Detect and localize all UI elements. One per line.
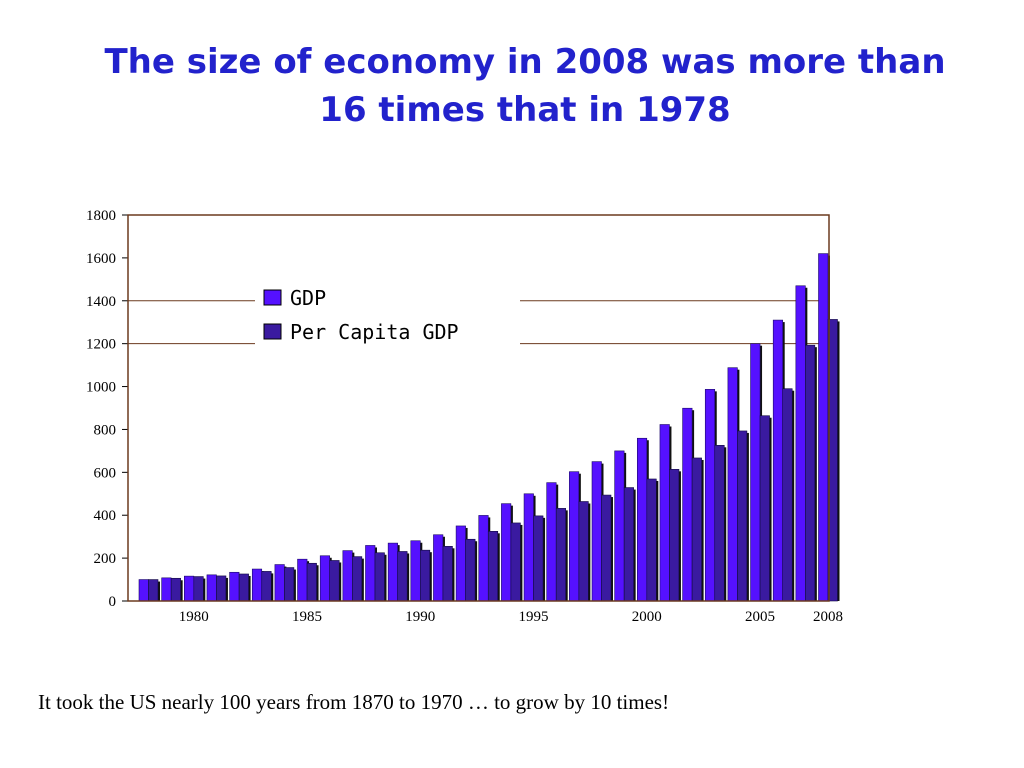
bar-per-capita-gdp — [374, 552, 385, 602]
legend-label: Per Capita GDP — [290, 320, 459, 344]
bar-per-capita-gdp — [329, 560, 340, 602]
bar-per-capita-gdp — [533, 515, 544, 602]
bar-gdp — [365, 545, 376, 602]
bar-gdp — [523, 493, 534, 602]
bar-gdp — [682, 407, 693, 602]
y-tick-label: 600 — [94, 465, 117, 481]
bar-gdp — [206, 574, 217, 602]
bar-per-capita-gdp — [306, 562, 317, 602]
slide-title-line-2: 16 times that in 1978 — [319, 90, 731, 130]
y-tick-label: 1400 — [86, 294, 116, 310]
bar-gdp — [455, 525, 466, 602]
bar-per-capita-gdp — [578, 501, 589, 602]
bar-gdp — [387, 542, 398, 602]
bar-gdp — [591, 461, 602, 602]
x-tick-label: 1990 — [405, 609, 435, 625]
x-tick-label: 2000 — [632, 609, 662, 625]
bar-gdp — [636, 437, 648, 602]
bar-per-capita-gdp — [352, 556, 363, 602]
bar-per-capita-gdp — [397, 551, 408, 602]
bar-per-capita-gdp — [555, 508, 567, 602]
bar-per-capita-gdp — [442, 546, 453, 602]
bar-per-capita-gdp — [691, 457, 702, 602]
bar-gdp — [274, 564, 285, 602]
bar-gdp — [818, 253, 829, 602]
bar-gdp — [501, 503, 512, 602]
bar-per-capita-gdp — [238, 573, 249, 602]
y-axis: 0 200 400 600 800 1000 1200 1400 1600 1800 — [86, 208, 128, 610]
bar-per-capita-gdp — [623, 487, 634, 602]
bar-per-capita-gdp — [782, 388, 793, 602]
bar-gdp — [614, 450, 625, 602]
y-tick-label: 0 — [109, 594, 117, 610]
y-tick-label: 400 — [94, 508, 117, 524]
x-tick-label: 1980 — [179, 609, 209, 625]
y-tick-label: 1600 — [86, 251, 116, 267]
y-tick-label: 800 — [94, 422, 117, 438]
bar-gdp — [795, 285, 806, 602]
slide-title-line-1: The size of economy in 2008 was more tha… — [104, 42, 946, 82]
bar-per-capita-gdp — [193, 576, 204, 602]
x-axis: 1980 1985 1990 1995 2000 2005 2008 — [179, 609, 843, 625]
bar-per-capita-gdp — [487, 531, 499, 602]
legend-swatch — [263, 289, 282, 306]
bar-per-capita-gdp — [284, 567, 295, 602]
bar-gdp — [184, 575, 195, 602]
x-tick-label: 2005 — [745, 609, 775, 625]
bar-gdp — [138, 579, 149, 602]
legend: GDP Per Capita GDP — [263, 286, 459, 344]
bar-per-capita-gdp — [419, 549, 431, 602]
bar-gdp — [342, 550, 353, 602]
bar-gdp — [229, 571, 240, 602]
plot-frame — [127, 214, 830, 602]
legend-lines — [128, 300, 829, 345]
bar-gdp — [772, 319, 784, 602]
bar-gdp — [410, 540, 421, 602]
bar-gdp — [727, 367, 738, 602]
footnote: It took the US nearly 100 years from 187… — [38, 690, 670, 714]
bar-per-capita-gdp — [646, 478, 657, 602]
bar-per-capita-gdp — [827, 319, 838, 602]
bar-per-capita-gdp — [510, 522, 521, 602]
bar-per-capita-gdp — [714, 445, 725, 602]
bar-per-capita-gdp — [465, 538, 476, 602]
bar-gdp — [546, 482, 557, 602]
x-tick-label: 1985 — [292, 609, 322, 625]
y-tick-label: 1200 — [86, 337, 116, 353]
bars — [138, 253, 840, 602]
x-tick-label: 2008 — [813, 609, 843, 625]
bar-per-capita-gdp — [148, 579, 159, 602]
y-tick-label: 1000 — [86, 380, 116, 396]
bar-gdp — [297, 558, 308, 602]
bar-gdp — [569, 471, 580, 602]
legend-swatch — [263, 323, 282, 340]
slide-title: The size of economy in 2008 was more tha… — [60, 38, 990, 134]
bar-gdp — [319, 555, 331, 602]
bar-per-capita-gdp — [759, 415, 770, 602]
bar-gdp — [433, 534, 444, 602]
bar-per-capita-gdp — [170, 577, 181, 602]
bar-per-capita-gdp — [805, 344, 816, 602]
bar-per-capita-gdp — [669, 469, 680, 602]
bar-per-capita-gdp — [737, 430, 748, 602]
bar-gdp — [161, 577, 172, 602]
legend-label: GDP — [290, 286, 326, 310]
x-tick-label: 1995 — [519, 609, 549, 625]
bar-per-capita-gdp — [216, 575, 227, 602]
bar-per-capita-gdp — [601, 494, 612, 602]
bar-gdp — [704, 389, 716, 602]
bar-gdp — [750, 343, 761, 602]
y-tick-label: 200 — [94, 551, 117, 567]
bar-gdp — [659, 424, 670, 602]
bar-per-capita-gdp — [261, 571, 272, 602]
bar-gdp — [478, 515, 489, 602]
y-tick-label: 1800 — [86, 208, 116, 224]
bar-gdp — [251, 568, 263, 602]
